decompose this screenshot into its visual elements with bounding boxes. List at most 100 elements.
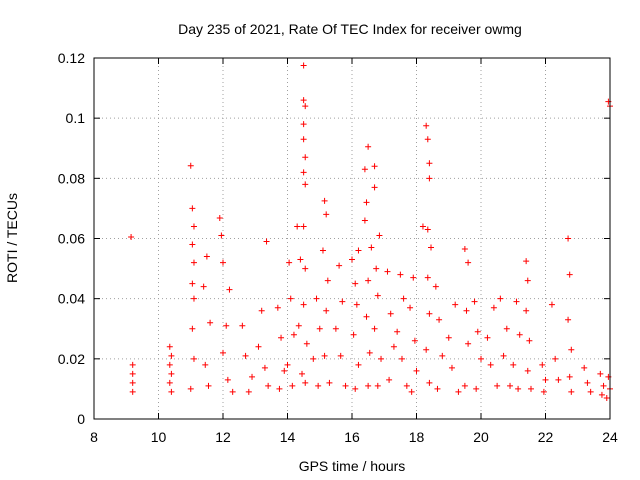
data-point xyxy=(407,304,414,311)
data-point xyxy=(526,337,533,344)
data-point xyxy=(510,361,517,368)
data-point xyxy=(552,355,559,362)
data-point xyxy=(361,166,368,173)
data-point xyxy=(376,232,383,239)
data-point xyxy=(284,361,291,368)
data-point xyxy=(258,307,265,314)
data-point xyxy=(523,307,530,314)
data-point xyxy=(597,370,604,377)
data-point xyxy=(189,205,196,212)
data-point xyxy=(202,361,209,368)
data-point xyxy=(378,355,385,362)
data-point xyxy=(434,385,441,392)
y-tick-label: 0 xyxy=(77,411,85,427)
data-point xyxy=(374,292,381,299)
data-point xyxy=(297,256,304,263)
data-point xyxy=(365,143,372,150)
data-point xyxy=(565,235,572,242)
x-tick-label: 16 xyxy=(344,429,360,445)
data-point xyxy=(408,388,415,395)
data-point xyxy=(387,310,394,317)
data-point xyxy=(129,388,136,395)
data-point xyxy=(166,361,173,368)
data-point xyxy=(200,283,207,290)
y-tick-label: 0.12 xyxy=(58,50,85,66)
data-point xyxy=(584,379,591,386)
data-point xyxy=(223,322,230,329)
data-point xyxy=(603,394,610,401)
data-point xyxy=(205,382,212,389)
data-point xyxy=(400,295,407,302)
data-point xyxy=(355,247,362,254)
data-point xyxy=(353,301,360,308)
data-point xyxy=(363,313,370,320)
data-point xyxy=(294,223,301,230)
y-tick-label: 0.08 xyxy=(58,170,85,186)
data-point xyxy=(168,352,175,359)
data-point xyxy=(290,331,297,338)
data-point xyxy=(424,136,431,143)
data-point xyxy=(166,379,173,386)
data-point xyxy=(336,262,343,269)
data-point xyxy=(255,343,262,350)
data-point xyxy=(474,328,481,335)
data-point xyxy=(363,199,370,206)
data-point xyxy=(568,346,575,353)
data-point xyxy=(249,373,256,380)
data-point xyxy=(503,325,510,332)
data-point xyxy=(424,226,431,233)
data-point xyxy=(365,382,372,389)
data-point xyxy=(413,367,420,374)
data-point xyxy=(461,382,468,389)
data-point xyxy=(319,247,326,254)
data-point xyxy=(542,376,549,383)
data-point xyxy=(189,325,196,332)
data-point xyxy=(337,352,344,359)
data-point xyxy=(352,385,359,392)
data-point xyxy=(302,154,309,161)
data-points xyxy=(128,62,613,401)
y-tick-label: 0.1 xyxy=(66,110,86,126)
data-point xyxy=(548,301,555,308)
y-tick-label: 0.04 xyxy=(58,291,85,307)
data-point xyxy=(323,307,330,314)
data-point xyxy=(394,328,401,335)
data-point xyxy=(321,352,328,359)
data-point xyxy=(600,382,607,389)
data-point xyxy=(276,385,283,392)
axis-ticks: 8 10 12 14 16 18 20 22 24 0 0.02 0.04 0.06 0.08 0.1 0.1… xyxy=(58,50,618,445)
data-point xyxy=(390,343,397,350)
data-point xyxy=(463,307,470,314)
data-point xyxy=(424,274,431,281)
y-tick-label: 0.06 xyxy=(58,231,85,247)
data-point xyxy=(323,211,330,218)
y-tick-label: 0.02 xyxy=(58,351,85,367)
data-point xyxy=(265,382,272,389)
data-point xyxy=(410,274,417,281)
data-point xyxy=(515,385,522,392)
data-point xyxy=(352,280,359,287)
data-point xyxy=(436,316,443,323)
data-point xyxy=(203,253,210,260)
data-point xyxy=(371,163,378,170)
data-point xyxy=(242,352,249,359)
data-point xyxy=(473,385,480,392)
data-point xyxy=(245,388,252,395)
data-point xyxy=(598,391,605,398)
y-axis-label: ROTI / TECUs xyxy=(4,193,20,283)
data-point xyxy=(439,352,446,359)
data-point xyxy=(361,217,368,224)
data-point xyxy=(324,277,331,284)
data-point xyxy=(274,304,281,311)
data-point xyxy=(494,382,501,389)
x-tick-label: 10 xyxy=(151,429,167,445)
data-point xyxy=(465,259,472,266)
data-point xyxy=(166,343,173,350)
data-point xyxy=(286,259,293,266)
data-point xyxy=(461,246,468,253)
data-point xyxy=(397,271,404,278)
data-point xyxy=(229,388,236,395)
data-point xyxy=(129,361,136,368)
x-tick-label: 14 xyxy=(280,429,296,445)
